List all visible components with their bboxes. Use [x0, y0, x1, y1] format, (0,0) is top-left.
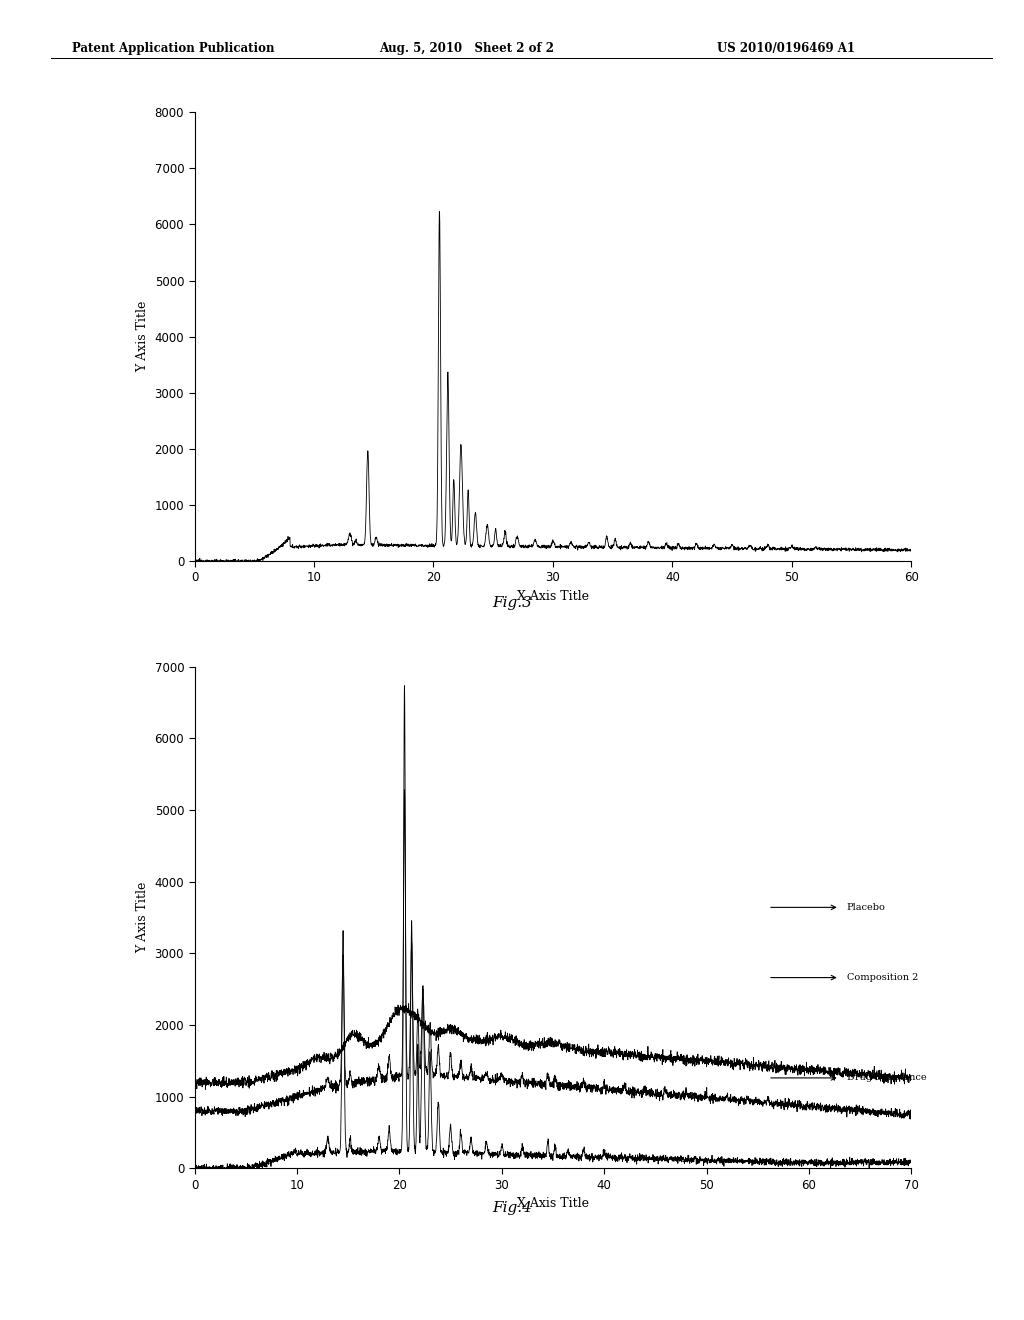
- Text: Drug Substance: Drug Substance: [847, 1073, 927, 1082]
- Text: Fig.4: Fig.4: [493, 1201, 531, 1214]
- Text: Placebo: Placebo: [847, 903, 886, 912]
- Y-axis label: Y Axis Title: Y Axis Title: [136, 882, 148, 953]
- Text: Aug. 5, 2010   Sheet 2 of 2: Aug. 5, 2010 Sheet 2 of 2: [379, 42, 554, 55]
- Text: Composition 2: Composition 2: [847, 973, 919, 982]
- X-axis label: X Axis Title: X Axis Title: [517, 1197, 589, 1210]
- Text: Fig.3: Fig.3: [493, 597, 531, 610]
- X-axis label: X Axis Title: X Axis Title: [517, 590, 589, 603]
- Text: US 2010/0196469 A1: US 2010/0196469 A1: [717, 42, 855, 55]
- Text: Patent Application Publication: Patent Application Publication: [72, 42, 274, 55]
- Y-axis label: Y Axis Title: Y Axis Title: [136, 301, 148, 372]
